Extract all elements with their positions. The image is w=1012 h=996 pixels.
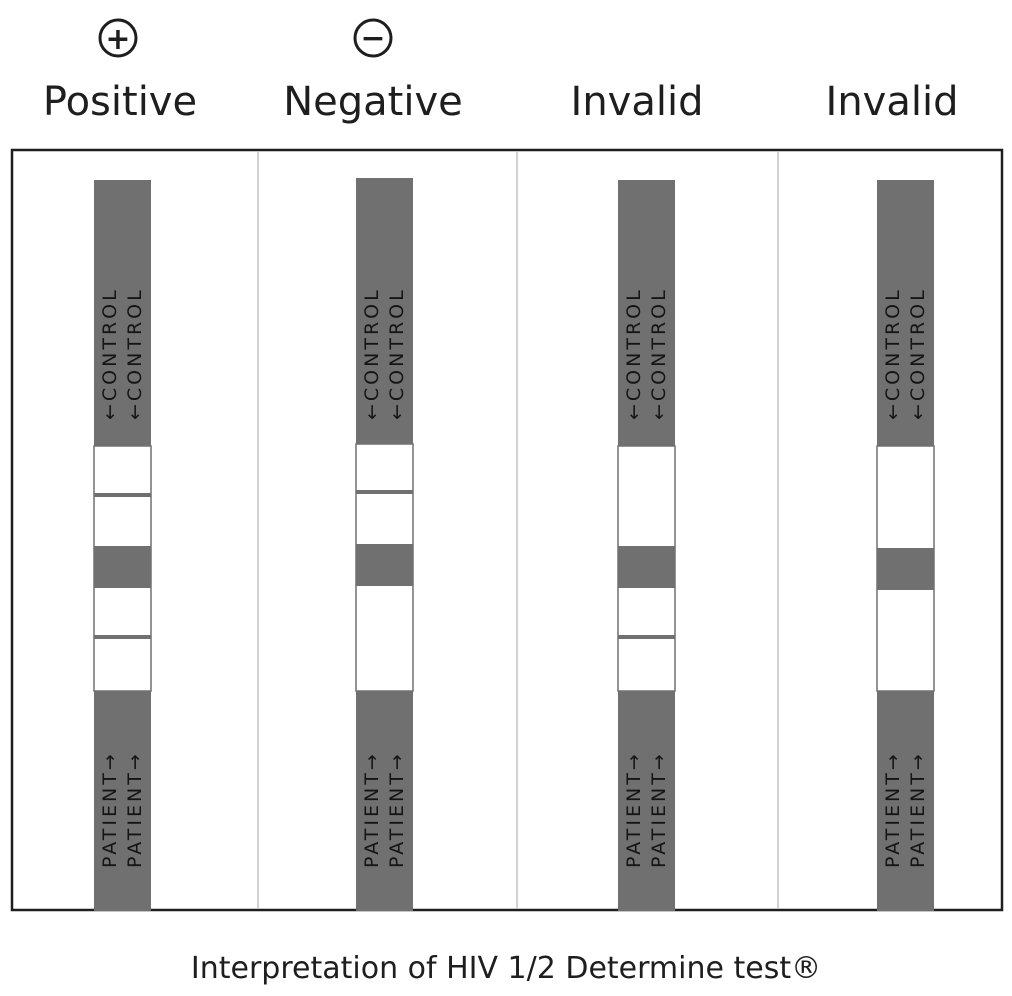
control-line — [94, 493, 151, 497]
control-label: ←CONTROL — [907, 287, 929, 420]
strip-panel-frame — [10, 148, 1004, 912]
test-strip: ←CONTROL ←CONTROL PATIENT→ PATIENT→ — [876, 180, 935, 911]
strip-control-pad — [94, 180, 151, 446]
patient-label: PATIENT→ — [361, 751, 383, 868]
result-symbol: + — [105, 22, 130, 57]
result-symbol: − — [360, 21, 385, 56]
control-label: ←CONTROL — [361, 287, 383, 420]
control-line — [356, 490, 413, 494]
result-heading: Positive — [43, 79, 197, 125]
patient-label: PATIENT→ — [124, 751, 146, 868]
patient-label: PATIENT→ — [907, 751, 929, 868]
control-label: ←CONTROL — [99, 287, 121, 420]
strip-control-pad — [877, 180, 934, 446]
test-strip: ←CONTROL ←CONTROL PATIENT→ PATIENT→ — [355, 178, 414, 911]
strip-column-invalid-2: Invalid ←CONTROL ←CONTROL PATIENT→ PATIE… — [826, 79, 959, 911]
result-heading: Negative — [283, 79, 463, 125]
strip-middle-band — [877, 548, 934, 590]
result-heading: Invalid — [826, 79, 959, 125]
strip-column-positive: + Positive ←CONTROL ←CONTROL PATIENT→ PA… — [43, 18, 197, 911]
test-strip: ←CONTROL ←CONTROL PATIENT→ PATIENT→ — [93, 180, 152, 911]
control-label: ←CONTROL — [623, 287, 645, 420]
result-heading: Invalid — [571, 79, 704, 125]
test-strip: ←CONTROL ←CONTROL PATIENT→ PATIENT→ — [617, 180, 676, 911]
strip-control-pad — [356, 178, 413, 444]
figure-caption: Interpretation of HIV 1/2 Determine test… — [191, 951, 821, 986]
strip-patient-pad — [618, 691, 675, 911]
strip-control-pad — [618, 180, 675, 446]
patient-label: PATIENT→ — [623, 751, 645, 868]
strip-column-invalid-1: Invalid ←CONTROL ←CONTROL PATIENT→ PATIE… — [571, 79, 704, 911]
control-label: ←CONTROL — [648, 287, 670, 420]
patient-line — [94, 635, 151, 639]
positive-symbol-icon: + — [98, 18, 138, 58]
strip-middle-band — [356, 544, 413, 586]
strip-column-negative: − Negative ←CONTROL ←CONTROL PATIENT→ PA… — [283, 18, 463, 911]
negative-symbol-icon: − — [353, 18, 393, 58]
patient-line — [618, 635, 675, 639]
control-label: ←CONTROL — [882, 287, 904, 420]
strip-patient-pad — [356, 691, 413, 911]
patient-label: PATIENT→ — [882, 751, 904, 868]
patient-label: PATIENT→ — [386, 751, 408, 868]
strip-middle-band — [94, 546, 151, 588]
patient-label: PATIENT→ — [648, 751, 670, 868]
patient-label: PATIENT→ — [99, 751, 121, 868]
control-label: ←CONTROL — [386, 287, 408, 420]
strip-middle-band — [618, 546, 675, 588]
strip-patient-pad — [877, 691, 934, 911]
control-label: ←CONTROL — [124, 287, 146, 420]
strip-patient-pad — [94, 691, 151, 911]
